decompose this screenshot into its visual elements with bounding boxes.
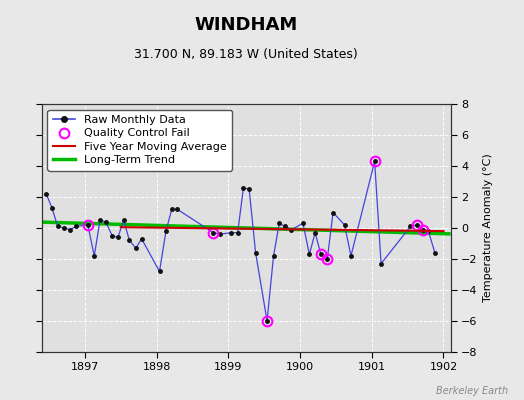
- Text: WINDHAM: WINDHAM: [194, 16, 298, 34]
- Y-axis label: Temperature Anomaly (°C): Temperature Anomaly (°C): [483, 154, 493, 302]
- Legend: Raw Monthly Data, Quality Control Fail, Five Year Moving Average, Long-Term Tren: Raw Monthly Data, Quality Control Fail, …: [48, 110, 233, 171]
- Text: Berkeley Earth: Berkeley Earth: [436, 386, 508, 396]
- Text: 31.700 N, 89.183 W (United States): 31.700 N, 89.183 W (United States): [134, 48, 358, 61]
